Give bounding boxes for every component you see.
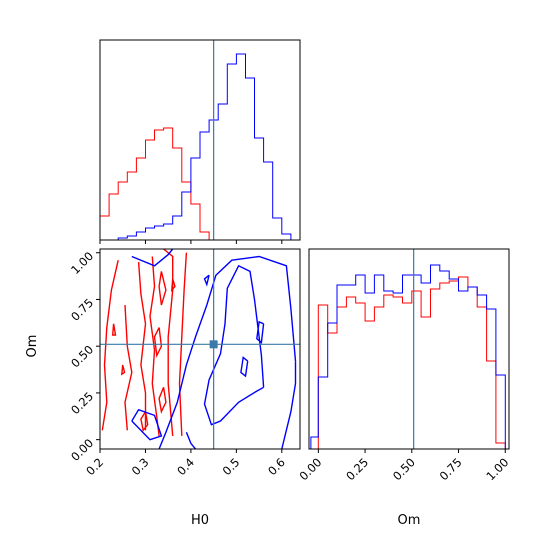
- om-tick-label: 1.00: [68, 249, 96, 277]
- om-tick-label: 0.50: [68, 342, 96, 370]
- contour-series-b: [158, 387, 167, 414]
- contour-series-a: [203, 264, 265, 426]
- contour-series-a: [131, 408, 163, 441]
- contour-series-a: [203, 274, 210, 287]
- contour-series-a: [131, 249, 174, 267]
- om-tick-label: 0.25: [68, 389, 96, 417]
- contour-series-a: [256, 320, 265, 344]
- contour-series-b: [137, 262, 147, 431]
- h0-tick-label: 0.4: [174, 455, 197, 478]
- contour-series-b: [111, 323, 117, 336]
- om-hist-series-b: [310, 276, 506, 450]
- h0-tick-label: 0.3: [129, 455, 152, 478]
- contour-series-a: [158, 255, 297, 449]
- h0-tick-label: 0.5: [220, 455, 243, 478]
- om-hist-tick-label: 0.75: [437, 455, 465, 483]
- h0-tick-label: 0.6: [265, 455, 288, 478]
- contour-series-b: [149, 256, 160, 436]
- contour-series-b: [101, 260, 119, 431]
- h0-om-contour-panel: 0.2 0.3 0.4 0.5 0.60.000.250.500.751.00: [68, 248, 301, 478]
- om-hist-tick-label: 1.00: [483, 455, 511, 483]
- contour-series-b: [163, 249, 174, 436]
- contour-frame: [99, 248, 301, 450]
- h0-tick-label: 0.2: [83, 455, 106, 478]
- om-hist-series-a: [310, 264, 506, 449]
- contour-series-b: [170, 278, 176, 293]
- contour-series-a: [185, 431, 197, 449]
- contour-series-b: [178, 252, 188, 436]
- contour-series-b: [153, 327, 163, 358]
- h0-histogram-panel: [99, 39, 301, 244]
- contour-series-b: [120, 364, 126, 376]
- h0-hist-series-b: [99, 127, 291, 241]
- om-hist-tick-label: 0.25: [343, 455, 371, 483]
- om-hist-tick-label: 0.00: [296, 455, 324, 483]
- om-histogram-panel: 0.00 0.25 0.50 0.75 1.00: [296, 248, 511, 483]
- contour-series-a: [240, 356, 249, 378]
- h0-hist-series-a: [100, 53, 292, 241]
- contour-lines: [101, 249, 297, 449]
- y-axis-label-om: Om: [25, 335, 40, 358]
- om-hist-tick-label: 0.50: [390, 455, 418, 483]
- x-axis-label-h0: H0: [191, 513, 209, 528]
- om-hist-frame: [308, 248, 510, 450]
- contour-series-b: [158, 271, 167, 306]
- contour-series-b: [124, 305, 133, 431]
- truth-marker: [209, 340, 218, 349]
- contour-series-b: [140, 411, 149, 432]
- contour-series-a: [281, 361, 297, 449]
- h0-hist-frame: [99, 39, 301, 241]
- om-tick-label: 0.75: [68, 296, 96, 324]
- x-axis-label-om: Om: [398, 513, 421, 528]
